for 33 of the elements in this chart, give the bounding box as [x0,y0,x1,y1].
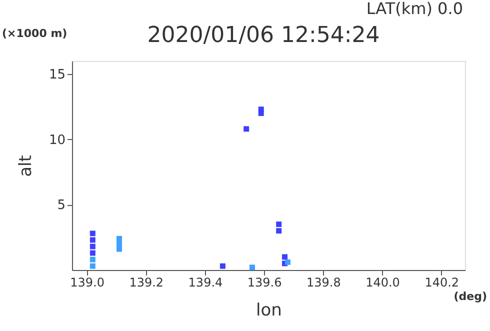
point [282,254,288,260]
x-tick-label: 139.2 [129,276,164,290]
x-tick-label: 140.2 [424,276,460,290]
point [258,106,264,112]
point [90,230,96,236]
point [90,244,96,250]
point [116,241,122,247]
point [220,263,226,269]
point [284,259,290,265]
x-tick-label: 139.6 [247,276,282,290]
chart-title: 2020/01/06 12:54:24 [147,23,380,48]
x-tick-label: 139.8 [306,276,341,290]
point [90,250,96,256]
y-tick-label: 10 [48,132,66,148]
point [276,222,282,228]
point [90,263,96,269]
point [90,256,96,262]
point [116,246,122,252]
x-tick-label: 139.4 [188,276,223,290]
point [276,228,282,234]
point [250,264,255,270]
point [90,237,96,243]
point [244,126,250,132]
x-axis-title: lon [256,300,282,320]
chart-subtitle: LAT(km) 0.0 [366,0,463,18]
x-tick-label: 139.0 [70,276,104,290]
text: (×1000 m) [2,27,68,40]
text: (deg) [454,290,487,303]
x-tick-label: 140.0 [366,276,400,290]
point [116,236,122,242]
y-tick-label: 5 [57,198,66,214]
y-axis-title: alt [16,154,36,177]
y-tick-label: 15 [48,68,66,83]
